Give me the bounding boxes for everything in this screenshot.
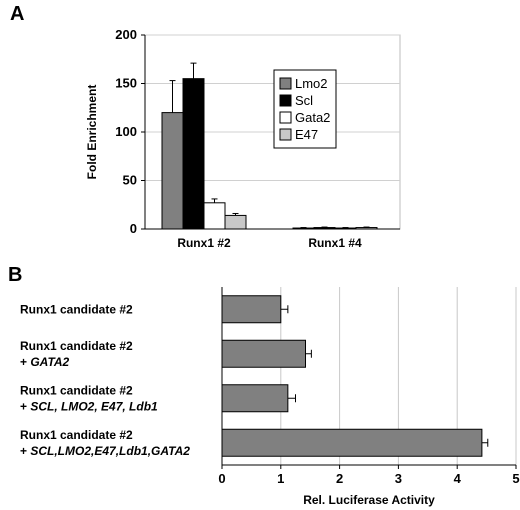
- legend-swatch-gata2: [279, 111, 292, 124]
- x-tick-label: 2: [336, 471, 343, 486]
- category-label-prefix: +: [20, 399, 30, 413]
- category-label-line2: + SCL,LMO2,E47,Ldb1,GATA2: [20, 444, 190, 458]
- category-label-prefix: +: [20, 444, 30, 458]
- legend-swatch-scl: [279, 94, 292, 107]
- legend-label-scl: Scl: [295, 93, 313, 108]
- legend-label-e47: E47: [295, 127, 318, 142]
- category-label-line1: Runx1 candidate #2: [20, 302, 133, 316]
- bar-lmo2-runx1-4: [292, 227, 315, 230]
- x-category-label: Runx1 #4: [308, 236, 362, 250]
- x-tick-label: 0: [218, 471, 225, 486]
- x-tick-label: 4: [454, 471, 462, 486]
- x-category-label: Runx1 #2: [177, 236, 231, 250]
- y-tick-label: 200: [115, 27, 137, 42]
- category-label-prefix: +: [20, 355, 30, 369]
- bar-condition-2: [221, 339, 306, 368]
- bar-condition-4: [221, 428, 483, 457]
- bar-gata2-runx1-2: [203, 202, 226, 230]
- chart-a: 0 50 100 150 200 Fold Enrichment Runx1 #2 Runx1…: [85, 27, 401, 250]
- category-label-factors: SCL,LMO2,E47,Ldb1,GATA2: [30, 444, 190, 458]
- category-label-line2: + GATA2: [20, 355, 70, 369]
- bar-scl-runx1-4: [313, 227, 336, 230]
- bar-gata2-runx1-4: [334, 227, 357, 230]
- bar-lmo2-runx1-2: [161, 112, 184, 230]
- x-tick-label: 3: [395, 471, 402, 486]
- bar-e47-runx1-2: [224, 214, 247, 230]
- panel-b-label: B: [8, 264, 22, 286]
- x-tick-label: 5: [512, 471, 519, 486]
- bar-condition-3: [221, 384, 289, 413]
- y-axis-title: Fold Enrichment: [85, 85, 99, 180]
- category-label-line1: Runx1 candidate #2: [20, 339, 133, 353]
- panel-a-label: A: [10, 3, 24, 25]
- legend-swatch-e47: [279, 128, 292, 141]
- y-tick-label: 100: [115, 124, 137, 139]
- chart-b: 0 1 2 3 4 5 Rel. Luciferase Activity Runx1 cand…: [20, 287, 520, 507]
- x-tick-label: 1: [277, 471, 284, 486]
- y-tick-label: 150: [115, 76, 137, 91]
- bar-scl-runx1-2: [182, 78, 205, 230]
- y-tick-label: 0: [130, 221, 137, 236]
- category-label-factors: SCL, LMO2, E47, Ldb1: [30, 399, 158, 413]
- legend-label-lmo2: Lmo2: [295, 76, 328, 91]
- y-tick-label: 50: [123, 173, 137, 188]
- category-label-factors: GATA2: [30, 355, 69, 369]
- category-label-line1: Runx1 candidate #2: [20, 428, 133, 442]
- legend-swatch-lmo2: [279, 77, 292, 90]
- category-label-line1: Runx1 candidate #2: [20, 383, 133, 397]
- bar-condition-1: [221, 295, 282, 324]
- x-axis-title: Rel. Luciferase Activity: [303, 493, 435, 507]
- category-label-line2: + SCL, LMO2, E47, Ldb1: [20, 399, 158, 413]
- legend-label-gata2: Gata2: [295, 110, 330, 125]
- bar-e47-runx1-4: [355, 227, 378, 230]
